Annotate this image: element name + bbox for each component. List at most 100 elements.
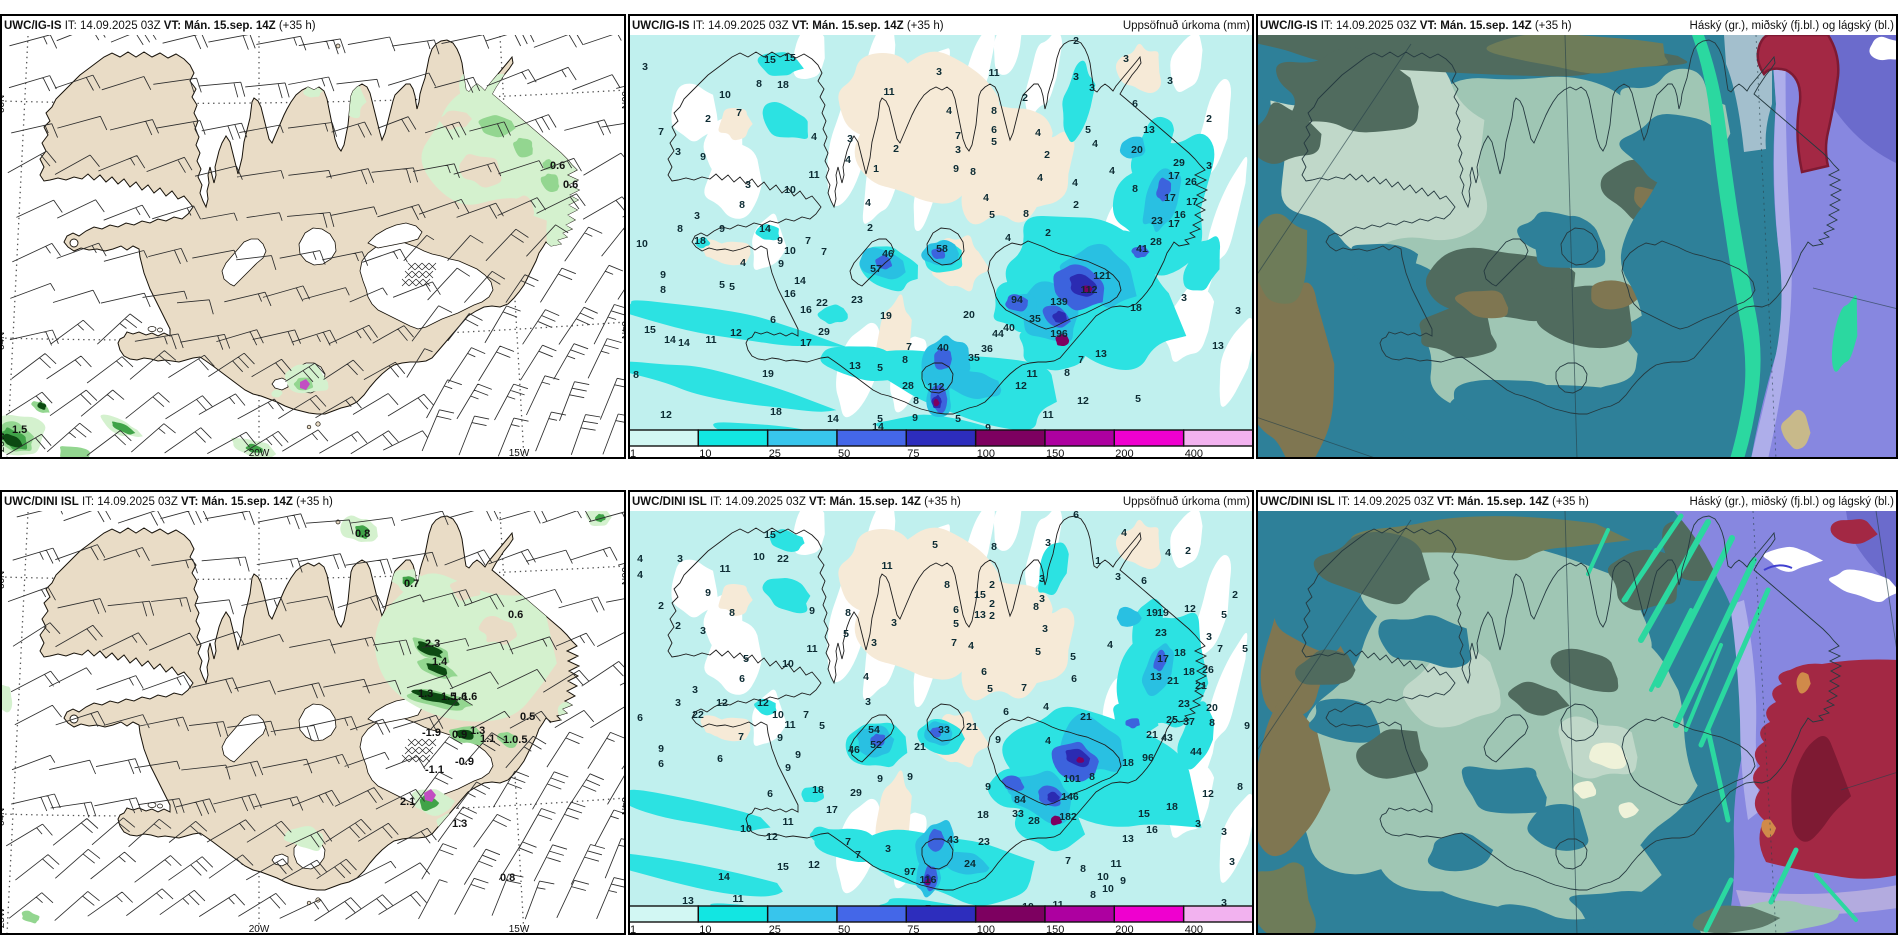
svg-text:8: 8 xyxy=(1089,771,1095,783)
svg-text:57: 57 xyxy=(870,263,882,275)
svg-text:9: 9 xyxy=(953,163,959,175)
svg-text:1.3: 1.3 xyxy=(418,688,433,700)
svg-text:17: 17 xyxy=(826,804,838,816)
svg-text:36: 36 xyxy=(981,343,993,355)
svg-text:18: 18 xyxy=(1174,647,1186,659)
svg-text:1.6: 1.6 xyxy=(452,691,467,703)
svg-text:18: 18 xyxy=(694,235,706,247)
svg-text:UWC/DINI ISL IT: 14.09.2025 03: UWC/DINI ISL IT: 14.09.2025 03Z VT: Mán.… xyxy=(1260,496,1589,508)
svg-text:3: 3 xyxy=(1229,856,1235,868)
svg-text:8: 8 xyxy=(970,166,976,178)
svg-text:40: 40 xyxy=(937,342,949,354)
svg-text:3: 3 xyxy=(1181,292,1187,304)
svg-text:15: 15 xyxy=(974,589,986,601)
svg-text:8: 8 xyxy=(991,105,997,117)
svg-text:10: 10 xyxy=(740,823,752,835)
svg-text:6: 6 xyxy=(739,673,745,685)
svg-text:4: 4 xyxy=(1035,127,1041,139)
svg-text:2: 2 xyxy=(1022,92,1028,104)
svg-text:7: 7 xyxy=(951,637,957,649)
svg-text:16: 16 xyxy=(1146,824,1158,836)
svg-text:-1.1: -1.1 xyxy=(425,764,444,776)
svg-text:121: 121 xyxy=(1093,270,1111,282)
svg-text:13: 13 xyxy=(1122,833,1134,845)
svg-text:3: 3 xyxy=(1167,75,1173,87)
svg-text:14: 14 xyxy=(794,275,806,287)
svg-text:5: 5 xyxy=(743,653,749,665)
svg-text:5: 5 xyxy=(719,279,725,291)
svg-text:23: 23 xyxy=(978,836,990,848)
svg-text:13: 13 xyxy=(1143,124,1155,136)
svg-text:44: 44 xyxy=(1190,746,1202,758)
svg-text:3: 3 xyxy=(700,625,706,637)
svg-text:2.1: 2.1 xyxy=(400,796,415,808)
svg-text:7: 7 xyxy=(1065,855,1071,867)
svg-text:5: 5 xyxy=(819,720,825,732)
svg-text:23: 23 xyxy=(1178,698,1190,710)
svg-text:17: 17 xyxy=(1186,196,1198,208)
svg-text:200: 200 xyxy=(1115,924,1133,936)
svg-text:3: 3 xyxy=(745,179,751,191)
svg-text:5: 5 xyxy=(877,413,883,425)
svg-text:8: 8 xyxy=(1237,781,1243,793)
svg-text:40: 40 xyxy=(1003,322,1015,334)
svg-text:18: 18 xyxy=(977,809,989,821)
svg-text:10: 10 xyxy=(699,448,711,460)
svg-text:12: 12 xyxy=(1077,395,1089,407)
svg-text:75: 75 xyxy=(907,924,919,936)
svg-text:1: 1 xyxy=(630,448,636,460)
svg-text:97: 97 xyxy=(904,866,916,878)
svg-text:5: 5 xyxy=(932,539,938,551)
svg-text:10: 10 xyxy=(719,89,731,101)
svg-text:19: 19 xyxy=(1157,607,1169,619)
svg-text:9: 9 xyxy=(877,773,883,785)
svg-text:23: 23 xyxy=(1155,627,1167,639)
svg-text:41: 41 xyxy=(1136,243,1148,255)
svg-text:8: 8 xyxy=(1033,601,1039,613)
svg-text:182: 182 xyxy=(1059,811,1077,823)
svg-text:9: 9 xyxy=(995,734,1001,746)
svg-text:9: 9 xyxy=(658,743,664,755)
svg-text:20W: 20W xyxy=(249,448,270,459)
svg-text:100: 100 xyxy=(977,924,995,936)
svg-text:1.0.5: 1.0.5 xyxy=(503,734,527,746)
svg-text:4: 4 xyxy=(1165,547,1171,559)
svg-text:13: 13 xyxy=(849,360,861,372)
svg-text:200: 200 xyxy=(1115,448,1133,460)
svg-text:22: 22 xyxy=(777,553,789,565)
svg-text:5: 5 xyxy=(1242,643,1248,655)
svg-text:8: 8 xyxy=(677,223,683,235)
svg-text:3: 3 xyxy=(891,617,897,629)
svg-text:10: 10 xyxy=(772,709,784,721)
svg-text:21: 21 xyxy=(1080,711,1092,723)
svg-text:4: 4 xyxy=(983,192,989,204)
svg-text:10: 10 xyxy=(753,551,765,563)
svg-text:8: 8 xyxy=(913,395,919,407)
svg-text:4: 4 xyxy=(1043,701,1049,713)
svg-text:5: 5 xyxy=(1135,393,1141,405)
svg-text:12: 12 xyxy=(730,327,742,339)
svg-text:11: 11 xyxy=(1026,368,1037,380)
svg-text:UWC/IG-IS IT: 14.09.2025 03Z V: UWC/IG-IS IT: 14.09.2025 03Z VT: Mán. 15… xyxy=(1260,20,1572,32)
svg-text:139: 139 xyxy=(1050,296,1068,308)
svg-text:64N: 64N xyxy=(619,797,630,815)
svg-text:17: 17 xyxy=(800,337,812,349)
svg-text:6: 6 xyxy=(1003,706,1009,718)
svg-text:21: 21 xyxy=(914,741,926,753)
svg-text:3: 3 xyxy=(865,696,871,708)
svg-text:9: 9 xyxy=(785,762,791,774)
svg-text:75: 75 xyxy=(907,448,919,460)
svg-text:12: 12 xyxy=(660,409,672,421)
svg-text:Háský (gr.), miðský (fj.bl.) o: Háský (gr.), miðský (fj.bl.) og lágský (… xyxy=(1690,496,1895,508)
svg-text:58: 58 xyxy=(936,243,948,255)
svg-text:5: 5 xyxy=(987,683,993,695)
svg-text:15: 15 xyxy=(777,861,789,873)
svg-text:7: 7 xyxy=(955,130,961,142)
svg-text:9: 9 xyxy=(700,151,706,163)
svg-text:UWC/IG-IS IT: 14.09.2025 03Z V: UWC/IG-IS IT: 14.09.2025 03Z VT: Mán. 15… xyxy=(632,20,944,32)
svg-text:35: 35 xyxy=(1029,313,1041,325)
svg-text:15: 15 xyxy=(644,324,656,336)
svg-text:16: 16 xyxy=(800,304,812,316)
svg-text:13: 13 xyxy=(974,609,986,621)
svg-text:10: 10 xyxy=(784,184,796,196)
